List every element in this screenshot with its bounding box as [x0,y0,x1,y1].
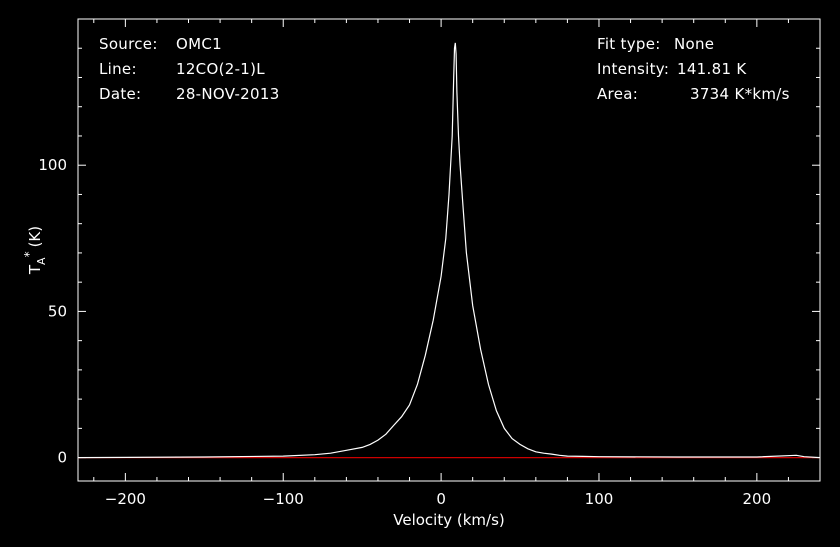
x-tick-label: 0 [436,490,446,508]
y-tick-label: 50 [48,302,67,320]
y-axis-label: TA* (K) [22,226,48,275]
intensity-label: Intensity: [597,60,670,78]
date-label: Date: [99,85,142,103]
source-value: OMC1 [176,35,222,53]
x-axis-label: Velocity (km/s) [393,511,504,529]
x-tick-label: 200 [743,490,772,508]
date-value: 28-NOV-2013 [176,85,280,103]
y-tick-label: 100 [38,156,67,174]
x-tick-label: −100 [263,490,304,508]
y-axis-label-sub: A [35,257,48,265]
y-axis-label-main: T [26,264,44,275]
area-value: 3734 K*km/s [690,85,790,103]
line-value: 12CO(2-1)L [176,60,265,78]
y-axis-label-sup: * [22,251,36,257]
y-tick-label: 0 [57,449,67,467]
x-tick-label: 100 [585,490,614,508]
line-label: Line: [99,60,137,78]
source-label: Source: [99,35,158,53]
fit-type-value: None [674,35,715,53]
spectrum-line [77,42,821,459]
plot-frame [77,18,821,482]
y-axis-label-unit: (K) [26,226,44,248]
intensity-value: 141.81 K [677,60,747,78]
fit-type-label: Fit type: [597,35,661,53]
area-label: Area: [597,85,639,103]
x-tick-label: −200 [105,490,146,508]
